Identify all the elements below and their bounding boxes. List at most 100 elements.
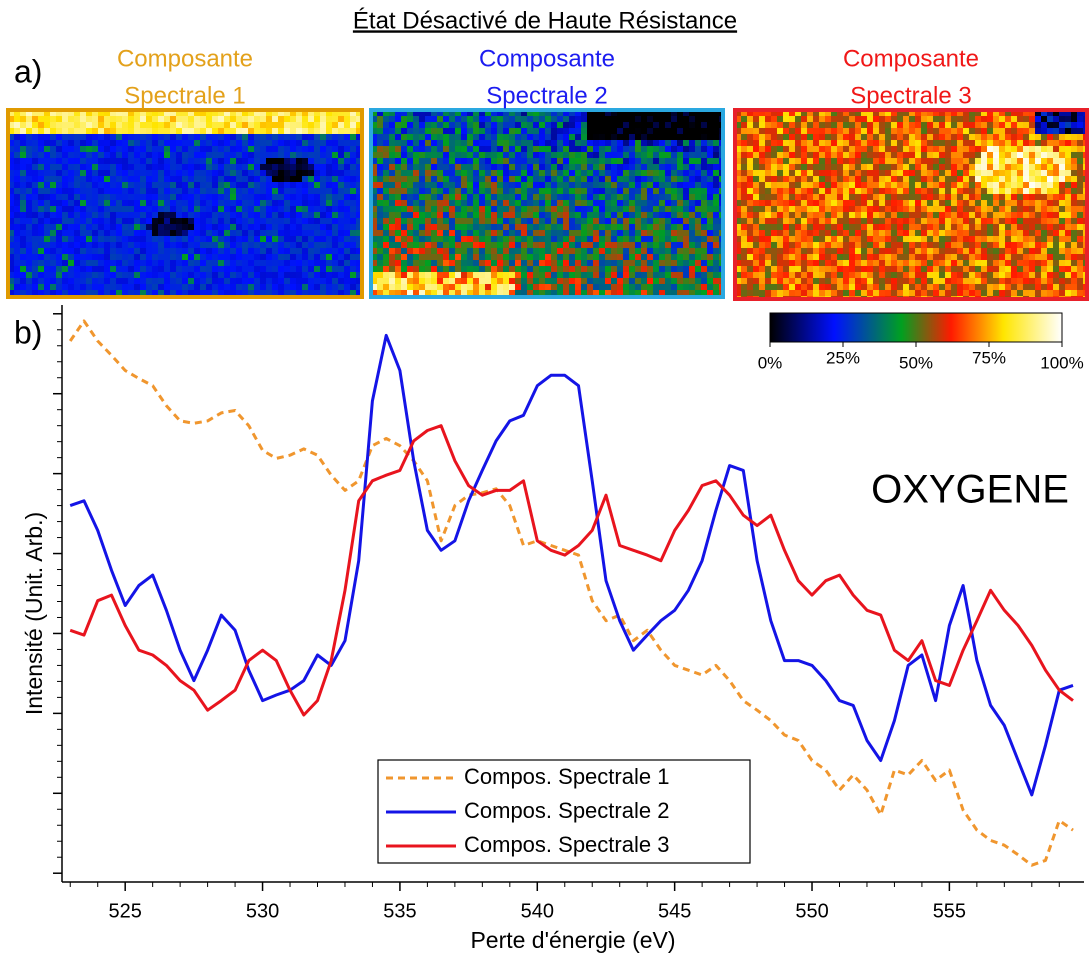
heatmap-cell [377, 284, 383, 290]
heatmap-cell [641, 200, 647, 206]
heatmap-cell [122, 254, 128, 260]
heatmap-cell [605, 284, 611, 290]
heatmap-cell [140, 206, 146, 212]
heatmap-cell [909, 224, 915, 230]
heatmap-cell [701, 290, 707, 296]
heatmap-cell [641, 290, 647, 296]
heatmap-cell [377, 182, 383, 188]
heatmap-cell [68, 146, 74, 152]
heatmap-cell [1053, 170, 1059, 176]
heatmap-cell [74, 242, 80, 248]
heatmap-cell [110, 152, 116, 158]
heatmap-cell [383, 230, 389, 236]
heatmap-cell [819, 128, 825, 134]
heatmap-cell [617, 230, 623, 236]
heatmap-cell [98, 260, 104, 266]
heatmap-cell [164, 134, 170, 140]
heatmap-cell [593, 158, 599, 164]
heatmap-cell [449, 272, 455, 278]
heatmap-cell [545, 188, 551, 194]
heatmap-cell [455, 206, 461, 212]
heatmap-cell [999, 206, 1005, 212]
heatmap-cell [38, 146, 44, 152]
heatmap-cell [242, 290, 248, 296]
heatmap-cell [599, 248, 605, 254]
heatmap-cell [443, 242, 449, 248]
heatmap-cell [759, 182, 765, 188]
heatmap-cell [813, 176, 819, 182]
heatmap-cell [461, 146, 467, 152]
heatmap-cell [92, 236, 98, 242]
heatmap-cell [849, 194, 855, 200]
heatmap-cell [266, 224, 272, 230]
heatmap-cell [260, 128, 266, 134]
heatmap-cell [296, 128, 302, 134]
heatmap-cell [425, 272, 431, 278]
heatmap-cell [461, 182, 467, 188]
heatmap-cell [74, 266, 80, 272]
heatmap-cell [200, 236, 206, 242]
heatmap-cell [188, 128, 194, 134]
heatmap-cell [861, 176, 867, 182]
heatmap-cell [14, 272, 20, 278]
heatmap-cell [623, 278, 629, 284]
heatmap-cell [491, 176, 497, 182]
heatmap-cell [521, 266, 527, 272]
heatmap-cell [593, 164, 599, 170]
heatmap-cell [849, 110, 855, 116]
heatmap-cell [344, 158, 350, 164]
heatmap-cell [587, 158, 593, 164]
heatmap-cell [509, 122, 515, 128]
heatmap-cell [849, 140, 855, 146]
heatmap-cell [158, 206, 164, 212]
heatmap-cell [963, 110, 969, 116]
heatmap-cell [533, 122, 539, 128]
heatmap-cell [338, 272, 344, 278]
heatmap-cell [701, 266, 707, 272]
heatmap-cell [587, 200, 593, 206]
heatmap-cell [903, 110, 909, 116]
heatmap-cell [86, 140, 92, 146]
heatmap-cell [807, 194, 813, 200]
heatmap-cell [44, 128, 50, 134]
heatmap-cell [497, 152, 503, 158]
heatmap-cell [356, 236, 362, 242]
heatmap-cell [74, 134, 80, 140]
heatmap-cell [290, 110, 296, 116]
heatmap-cell [801, 176, 807, 182]
heatmap-cell [617, 260, 623, 266]
heatmap-cell [296, 146, 302, 152]
heatmap-cell [1065, 170, 1071, 176]
heatmap-cell [230, 194, 236, 200]
heatmap-cell [1011, 212, 1017, 218]
heatmap-cell [290, 194, 296, 200]
heatmap-cell [825, 194, 831, 200]
heatmap-cell [260, 224, 266, 230]
heatmap-cell [831, 122, 837, 128]
heatmap-cell [170, 188, 176, 194]
heatmap-cell [521, 182, 527, 188]
heatmap-cell [236, 242, 242, 248]
heatmap-cell [164, 248, 170, 254]
heatmap-cell [771, 140, 777, 146]
heatmap-cell [170, 194, 176, 200]
heatmap-cell [653, 242, 659, 248]
heatmap-cell [308, 290, 314, 296]
heatmap-cell [413, 170, 419, 176]
heatmap-cell [611, 236, 617, 242]
heatmap-cell [242, 134, 248, 140]
heatmap-cell [593, 206, 599, 212]
heatmap-cell [302, 218, 308, 224]
heatmap-cell [140, 170, 146, 176]
heatmap-cell [194, 128, 200, 134]
heatmap-cell [431, 140, 437, 146]
heatmap-cell [1077, 224, 1083, 230]
heatmap-cell [98, 110, 104, 116]
heatmap-cell [389, 110, 395, 116]
heatmap-cell [146, 152, 152, 158]
heatmap-cell [701, 182, 707, 188]
heatmap-cell [74, 170, 80, 176]
heatmap-cell [212, 182, 218, 188]
heatmap-cell [1011, 176, 1017, 182]
